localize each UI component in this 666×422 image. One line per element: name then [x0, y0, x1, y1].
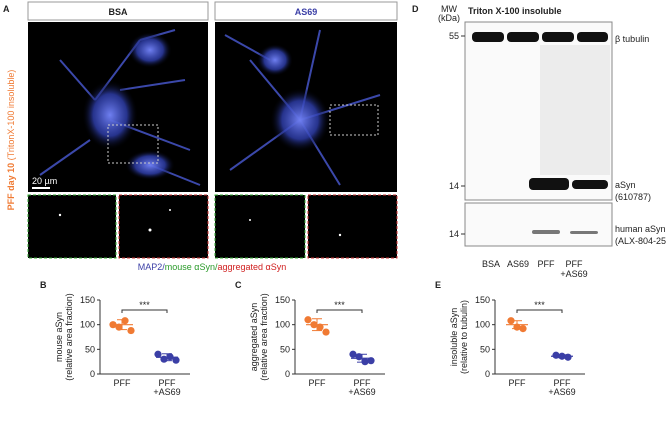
y-tick-label: 150 — [80, 295, 95, 305]
caption-part: MAP2/ — [138, 262, 166, 272]
mw-label: (kDa) — [438, 13, 460, 23]
data-point — [154, 350, 162, 358]
y-tick-label: 150 — [275, 295, 290, 305]
y-tick-label: 50 — [280, 344, 290, 354]
mw-tick: 14 — [449, 229, 459, 239]
y-tick-label: 100 — [275, 320, 290, 330]
y-axis-label: mouse aSyn — [54, 312, 64, 362]
panel-label: B — [40, 280, 47, 290]
data-point — [519, 325, 527, 333]
caption-part: mouse αSyn/ — [165, 262, 218, 272]
lane-label: PFF — [566, 259, 584, 269]
caption: MAP2/mouse αSyn/aggregated αSyn — [138, 262, 287, 272]
band-label: human aSyn — [615, 224, 666, 234]
panel-label: C — [235, 280, 242, 290]
caption-part: aggregated αSyn — [217, 262, 286, 272]
significance-bracket — [121, 309, 168, 313]
band-label: (ALX-804-258) — [615, 236, 666, 246]
header: AS69 — [295, 7, 318, 17]
significance-bracket — [316, 309, 363, 313]
lane-label: AS69 — [507, 259, 529, 269]
y-tick-label: 100 — [475, 320, 490, 330]
micrograph: 20 µm — [27, 22, 398, 259]
y-axis-label: aggregated aSyn — [249, 303, 259, 372]
lane-label: PFF — [538, 259, 556, 269]
y-axis-label: (relative area fraction) — [259, 293, 269, 381]
data-point — [564, 353, 572, 361]
panel-label: D — [412, 4, 419, 14]
header-box — [214, 1, 398, 21]
data-point — [304, 316, 312, 324]
y-tick-label: 0 — [485, 369, 490, 379]
data-point — [552, 351, 560, 359]
y-tick-label: 0 — [90, 369, 95, 379]
data-point — [367, 357, 375, 365]
band-label: aSyn — [615, 180, 636, 190]
data-point — [507, 317, 515, 325]
y-axis-label: (relative to tubulin) — [459, 300, 469, 374]
panel-label: E — [435, 280, 441, 290]
x-tick-label: PFF — [159, 378, 177, 388]
y-tick-label: 50 — [480, 344, 490, 354]
mw-tick: 55 — [449, 31, 459, 41]
mw-tick: 14 — [449, 181, 459, 191]
y-axis-label: (relative area fraction) — [64, 293, 74, 381]
blot — [464, 21, 613, 247]
side-label-part: PFF day 10 — [6, 163, 16, 211]
header-box — [27, 1, 209, 21]
data-point — [127, 326, 135, 335]
band-label: β tubulin — [615, 34, 649, 44]
blot-title: Triton X-100 insoluble — [468, 6, 562, 16]
x-tick-label: PFF — [354, 378, 372, 388]
panel-label: A — [3, 4, 10, 14]
scale-bar-label: 20 µm — [32, 176, 57, 186]
significance: *** — [334, 300, 345, 310]
y-tick-label: 100 — [80, 320, 95, 330]
x-tick-label: PFF — [114, 378, 132, 388]
data-point — [172, 356, 180, 364]
significance: *** — [534, 300, 545, 310]
data-point — [115, 323, 123, 331]
y-tick-label: 150 — [475, 295, 490, 305]
x-tick-label: PFF — [509, 378, 527, 388]
data-point — [322, 328, 330, 336]
band-label: (610787) — [615, 192, 651, 202]
x-tick-label: +AS69 — [153, 387, 180, 397]
x-tick-label: +AS69 — [348, 387, 375, 397]
data-point — [349, 350, 357, 358]
x-tick-label: +AS69 — [548, 387, 575, 397]
lane-label: BSA — [482, 259, 500, 269]
lane-label: +AS69 — [560, 269, 587, 279]
side-label-part: (TritonX-100 insoluble) — [6, 70, 16, 161]
data-point — [316, 323, 324, 331]
side-label: PFF day 10 (TritonX-100 insoluble) — [6, 70, 16, 211]
mw-label: MW — [441, 4, 457, 14]
significance-bracket — [516, 309, 563, 313]
y-tick-label: 50 — [85, 344, 95, 354]
x-tick-label: PFF — [309, 378, 327, 388]
data-point — [121, 317, 129, 325]
header: BSA — [108, 7, 128, 17]
y-axis-label: insoluble aSyn — [449, 308, 459, 367]
y-tick-label: 0 — [285, 369, 290, 379]
significance: *** — [139, 300, 150, 310]
x-tick-label: PFF — [554, 378, 572, 388]
